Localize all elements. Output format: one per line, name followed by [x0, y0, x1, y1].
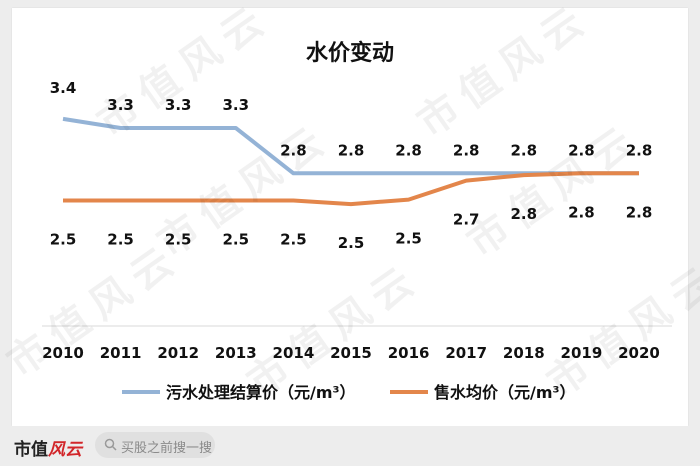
- data-label: 2.8: [568, 203, 595, 221]
- data-label: 2.5: [50, 231, 77, 249]
- series-line-2: [63, 171, 639, 207]
- data-label: 2.8: [453, 141, 480, 159]
- data-label: 3.3: [165, 96, 192, 114]
- x-tick-label: 2015: [330, 344, 372, 362]
- data-label: 3.4: [50, 79, 77, 97]
- line-chart: 水价变动 3.4 3.3 3.3 3.3 2.8 2.8 2.8 2.8 2.8 2.8 2.8 2.…: [42, 40, 672, 402]
- x-tick-label: 2010: [42, 344, 84, 362]
- data-label: 2.5: [395, 230, 422, 248]
- x-tick-label: 2020: [618, 344, 660, 362]
- brand-logo[interactable]: 市值风云: [14, 435, 82, 460]
- data-label: 2.8: [511, 205, 538, 223]
- data-label: 2.8: [511, 141, 538, 159]
- x-tick-label: 2011: [100, 344, 142, 362]
- chart-card: 水价变动 3.4 3.3 3.3 3.3 2.8 2.8 2.8 2.8 2.8 2.8 2.8 2.…: [0, 0, 700, 426]
- legend-label: 售水均价（元/m³）: [434, 383, 576, 402]
- data-label: 2.8: [626, 141, 653, 159]
- data-label: 3.3: [223, 96, 250, 114]
- data-label: 2.5: [165, 231, 192, 249]
- data-label: 2.8: [395, 141, 422, 159]
- brand-accent: 风云: [48, 440, 82, 460]
- chart-legend: 污水处理结算价（元/m³） 售水均价（元/m³）: [122, 383, 576, 402]
- x-tick-label: 2014: [273, 344, 315, 362]
- x-tick-label: 2016: [388, 344, 430, 362]
- data-label: 2.8: [626, 203, 653, 221]
- x-tick-label: 2013: [215, 344, 257, 362]
- x-tick-label: 2019: [561, 344, 603, 362]
- data-label: 2.5: [280, 231, 307, 249]
- search-placeholder: 买股之前搜一搜: [121, 441, 213, 456]
- data-label: 2.7: [453, 211, 480, 229]
- x-tick-label: 2017: [445, 344, 487, 362]
- data-label: 2.8: [280, 141, 307, 159]
- legend-label: 污水处理结算价（元/m³）: [166, 383, 356, 402]
- data-label: 2.5: [338, 234, 365, 252]
- search-icon: [104, 438, 117, 451]
- data-label: 2.8: [568, 141, 595, 159]
- data-label: 3.3: [107, 96, 134, 114]
- brand-main: 市值: [14, 440, 48, 460]
- search-box[interactable]: 买股之前搜一搜: [95, 432, 215, 458]
- x-tick-label: 2018: [503, 344, 545, 362]
- data-label: 2.8: [338, 141, 365, 159]
- footer-bar: 市值风云 买股之前搜一搜: [0, 426, 700, 466]
- data-label: 2.5: [223, 231, 250, 249]
- chart-title: 水价变动: [306, 40, 394, 66]
- x-tick-label: 2012: [157, 344, 199, 362]
- data-label: 2.5: [107, 231, 134, 249]
